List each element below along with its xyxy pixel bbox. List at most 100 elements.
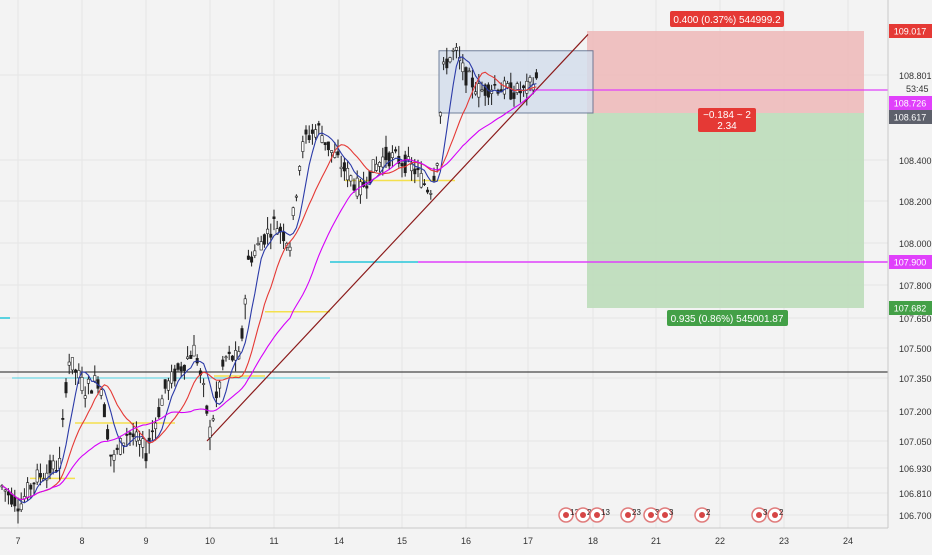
candle-bullish bbox=[528, 77, 532, 83]
candle-bearish bbox=[400, 163, 404, 167]
candle-bullish bbox=[374, 163, 378, 171]
candle-bearish bbox=[384, 146, 388, 161]
x-tick-label: 15 bbox=[397, 536, 407, 546]
candle-bearish bbox=[365, 185, 369, 189]
candle-bullish bbox=[477, 83, 481, 98]
candle-bearish bbox=[131, 433, 135, 438]
y-axis-ticks: 108.801 108.400 108.200 108.000 107.800 107.6… bbox=[899, 71, 932, 521]
candle-bullish bbox=[266, 228, 270, 234]
candle-bullish bbox=[83, 395, 87, 399]
candle-bullish bbox=[339, 166, 343, 170]
candle-bullish bbox=[211, 418, 215, 421]
level-price-tag-bg bbox=[889, 255, 932, 269]
candle-bearish bbox=[182, 364, 186, 371]
candle-bullish bbox=[192, 344, 196, 357]
x-tick-label: 8 bbox=[79, 536, 84, 546]
loss-label-bg bbox=[667, 310, 788, 326]
y-tick-label: 108.400 bbox=[899, 156, 932, 166]
x-tick-label: 16 bbox=[461, 536, 471, 546]
candle-bullish bbox=[253, 250, 257, 256]
y-tick-label: 108.000 bbox=[899, 239, 932, 249]
candle-bearish bbox=[214, 391, 218, 399]
candle-bullish bbox=[454, 47, 458, 51]
x-tick-label: 24 bbox=[843, 536, 853, 546]
y-tick-label: 107.800 bbox=[899, 281, 932, 291]
candle-bearish bbox=[102, 404, 106, 418]
candle-bullish bbox=[208, 426, 212, 438]
candle-bullish bbox=[112, 454, 116, 461]
candle-bullish bbox=[154, 422, 158, 430]
range-box bbox=[438, 50, 594, 114]
level-price-tag: 107.900 bbox=[894, 258, 927, 268]
event-badge-count: 3 bbox=[763, 508, 768, 517]
x-axis-ticks: 7 8 9 10 11 14 15 16 17 18 21 22 23 24 bbox=[15, 536, 853, 546]
candle-bullish bbox=[186, 356, 190, 359]
candle-bearish bbox=[317, 123, 321, 126]
candle-bullish bbox=[390, 152, 394, 159]
event-flag-icon bbox=[563, 512, 569, 518]
stop-price-tag-bg bbox=[889, 301, 932, 315]
entry-price-tag-bg bbox=[889, 110, 932, 124]
candle-bullish bbox=[298, 166, 302, 171]
x-tick-label: 18 bbox=[588, 536, 598, 546]
candle-bullish bbox=[301, 141, 305, 152]
entry-price-tag: 108.617 bbox=[894, 113, 927, 123]
candle-bearish bbox=[509, 82, 513, 100]
candle-bearish bbox=[269, 233, 273, 238]
event-badge-count: 13 bbox=[601, 508, 610, 517]
candle-bearish bbox=[227, 351, 231, 354]
center-label: −0.184 ~ 2 bbox=[703, 110, 751, 121]
candle-bullish bbox=[442, 61, 446, 65]
candle-bearish bbox=[307, 135, 311, 140]
candle-bearish bbox=[493, 84, 497, 86]
candle-bullish bbox=[349, 175, 353, 182]
x-tick-label: 11 bbox=[269, 536, 278, 546]
candle-bullish bbox=[224, 356, 228, 359]
candle-bullish bbox=[86, 378, 90, 384]
x-tick-label: 23 bbox=[779, 536, 789, 546]
candle-bearish bbox=[304, 129, 308, 135]
y-tick-label: 108.200 bbox=[899, 197, 932, 207]
y-tick-label: 107.200 bbox=[899, 407, 932, 417]
candle-bearish bbox=[512, 92, 516, 99]
candle-bullish bbox=[525, 80, 529, 94]
candle-bullish bbox=[218, 381, 222, 389]
candle-bearish bbox=[128, 432, 132, 435]
candle-bullish bbox=[170, 371, 174, 384]
candle-bearish bbox=[13, 496, 17, 507]
y-tick-label: 107.350 bbox=[899, 374, 932, 384]
candle-bearish bbox=[176, 363, 180, 370]
moving-average-fast bbox=[1, 56, 537, 504]
candle-bullish bbox=[259, 241, 263, 251]
candle-bearish bbox=[518, 90, 522, 94]
candle-bullish bbox=[467, 70, 471, 73]
candle-bearish bbox=[106, 429, 110, 440]
candle-bullish bbox=[70, 357, 74, 371]
current-price-tag-bg bbox=[889, 96, 932, 110]
candle-bearish bbox=[336, 151, 340, 156]
candle-bullish bbox=[480, 89, 484, 92]
target-price-tag-bg bbox=[889, 24, 932, 38]
candle-bearish bbox=[250, 256, 254, 263]
event-flag-icon bbox=[699, 512, 705, 518]
candle-bearish bbox=[48, 460, 52, 474]
candle-bullish bbox=[314, 129, 318, 138]
loss-zone bbox=[587, 113, 864, 308]
candle-bullish bbox=[67, 361, 71, 366]
candle-bearish bbox=[115, 447, 119, 451]
candle-bearish bbox=[413, 168, 417, 175]
candle-bearish bbox=[342, 162, 346, 172]
candle-bearish bbox=[394, 149, 398, 152]
event-flag-icon bbox=[772, 512, 778, 518]
candle-bullish bbox=[202, 383, 206, 385]
candle-bullish bbox=[515, 83, 519, 93]
x-tick-label: 22 bbox=[715, 536, 725, 546]
candle-bullish bbox=[243, 298, 247, 305]
candle-bearish bbox=[262, 234, 266, 245]
candle-bullish bbox=[451, 49, 455, 52]
x-tick-label: 9 bbox=[143, 536, 148, 546]
candle-bullish bbox=[160, 398, 164, 406]
center-sub-label: 2.34 bbox=[717, 121, 737, 132]
current-price-tag: 108.726 bbox=[894, 99, 927, 109]
